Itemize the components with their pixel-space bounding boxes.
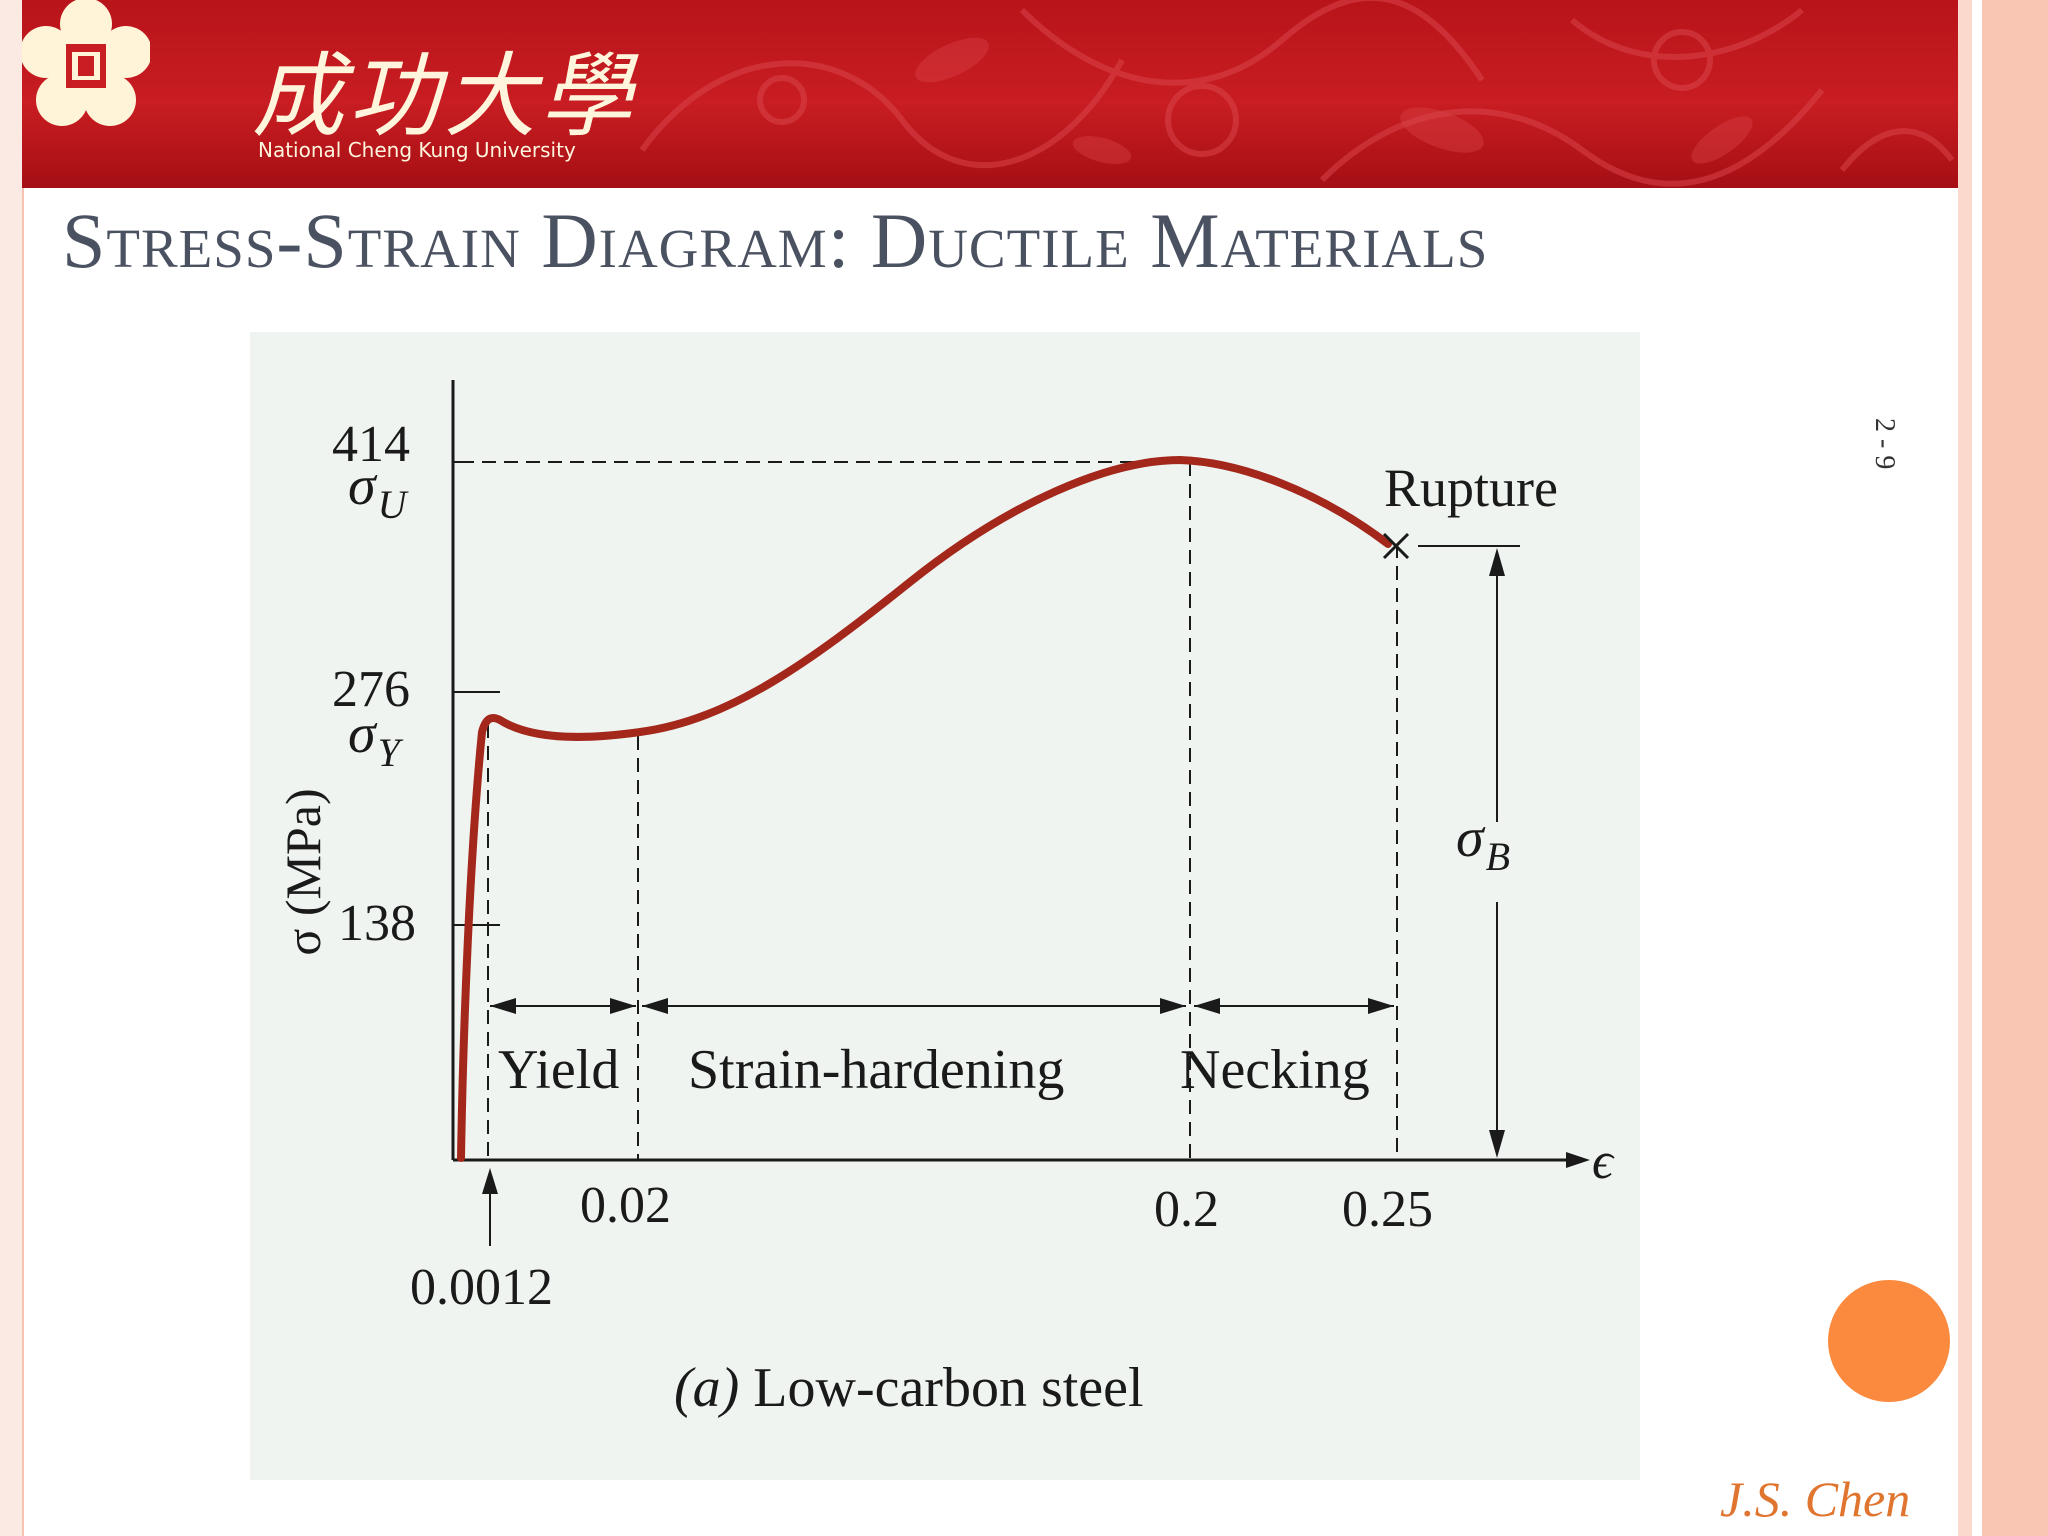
x-tick-025: 0.25	[1342, 1181, 1433, 1238]
ncku-plum-blossom-logo-icon	[22, 0, 150, 126]
sigma-b-label-backdrop	[1450, 822, 1550, 902]
slide-frame-left	[0, 0, 24, 1536]
author-name: J.S. Chen	[1720, 1471, 1911, 1527]
x-tick-002: 0.02	[580, 1177, 671, 1234]
sigma-b-arrow-bottom	[1489, 1130, 1505, 1158]
x-tick-02: 0.2	[1154, 1181, 1219, 1238]
sigma-u-label: σU	[348, 455, 410, 527]
y-tick-414: 414	[332, 416, 410, 473]
region-label-necking: Necking	[1180, 1039, 1370, 1101]
region-arrowheads	[490, 998, 1394, 1014]
slide-title: Stress-Strain Diagram: Ductile Materials	[62, 197, 1489, 284]
university-name-chinese: 成功大學	[252, 43, 637, 150]
slide-frame-right	[1958, 0, 1972, 1536]
region-label-yield: Yield	[498, 1039, 619, 1101]
stress-strain-curve	[457, 455, 1392, 1162]
x-axis-label: ϵ	[1592, 1133, 1615, 1190]
stress-strain-figure: ϵ 414 276 138 σU σY σ (MPa) Rupture	[250, 332, 1640, 1480]
x-axis-arrowhead	[1566, 1152, 1590, 1168]
x-tick-00012: 0.0012	[410, 1259, 553, 1316]
rupture-label: Rupture	[1384, 458, 1558, 518]
yield-strain-pointer-arrow	[482, 1168, 498, 1194]
university-banner: 成功大學 National Cheng Kung University	[22, 0, 1958, 188]
stress-strain-diagram: ϵ 414 276 138 σU σY σ (MPa) Rupture	[250, 332, 1640, 1480]
slide-frame-right-gap	[1972, 0, 1982, 1536]
sigma-y-label: σY	[348, 703, 404, 775]
rupture-x-marker	[1382, 532, 1410, 560]
slide-number: 2 - 9	[1869, 418, 1900, 470]
university-name-english: National Cheng Kung University	[258, 138, 576, 162]
y-axis-label: σ (MPa)	[275, 788, 331, 955]
figure-caption: (a) Low-carbon steel	[674, 1357, 1144, 1419]
y-tick-138: 138	[338, 895, 416, 952]
banner-ornament	[639, 0, 1955, 187]
caption-label: (a)	[674, 1357, 739, 1419]
slide-frame-right-outer	[1982, 0, 2048, 1536]
sigma-b-label: σB	[1456, 807, 1510, 879]
figure-background	[250, 332, 1640, 1480]
orange-circle-decoration	[1828, 1280, 1950, 1402]
region-label-strain-hardening: Strain-hardening	[688, 1039, 1064, 1101]
y-tick-276: 276	[332, 661, 410, 718]
sigma-b-arrow-top	[1489, 548, 1505, 576]
caption-text: Low-carbon steel	[739, 1357, 1143, 1419]
